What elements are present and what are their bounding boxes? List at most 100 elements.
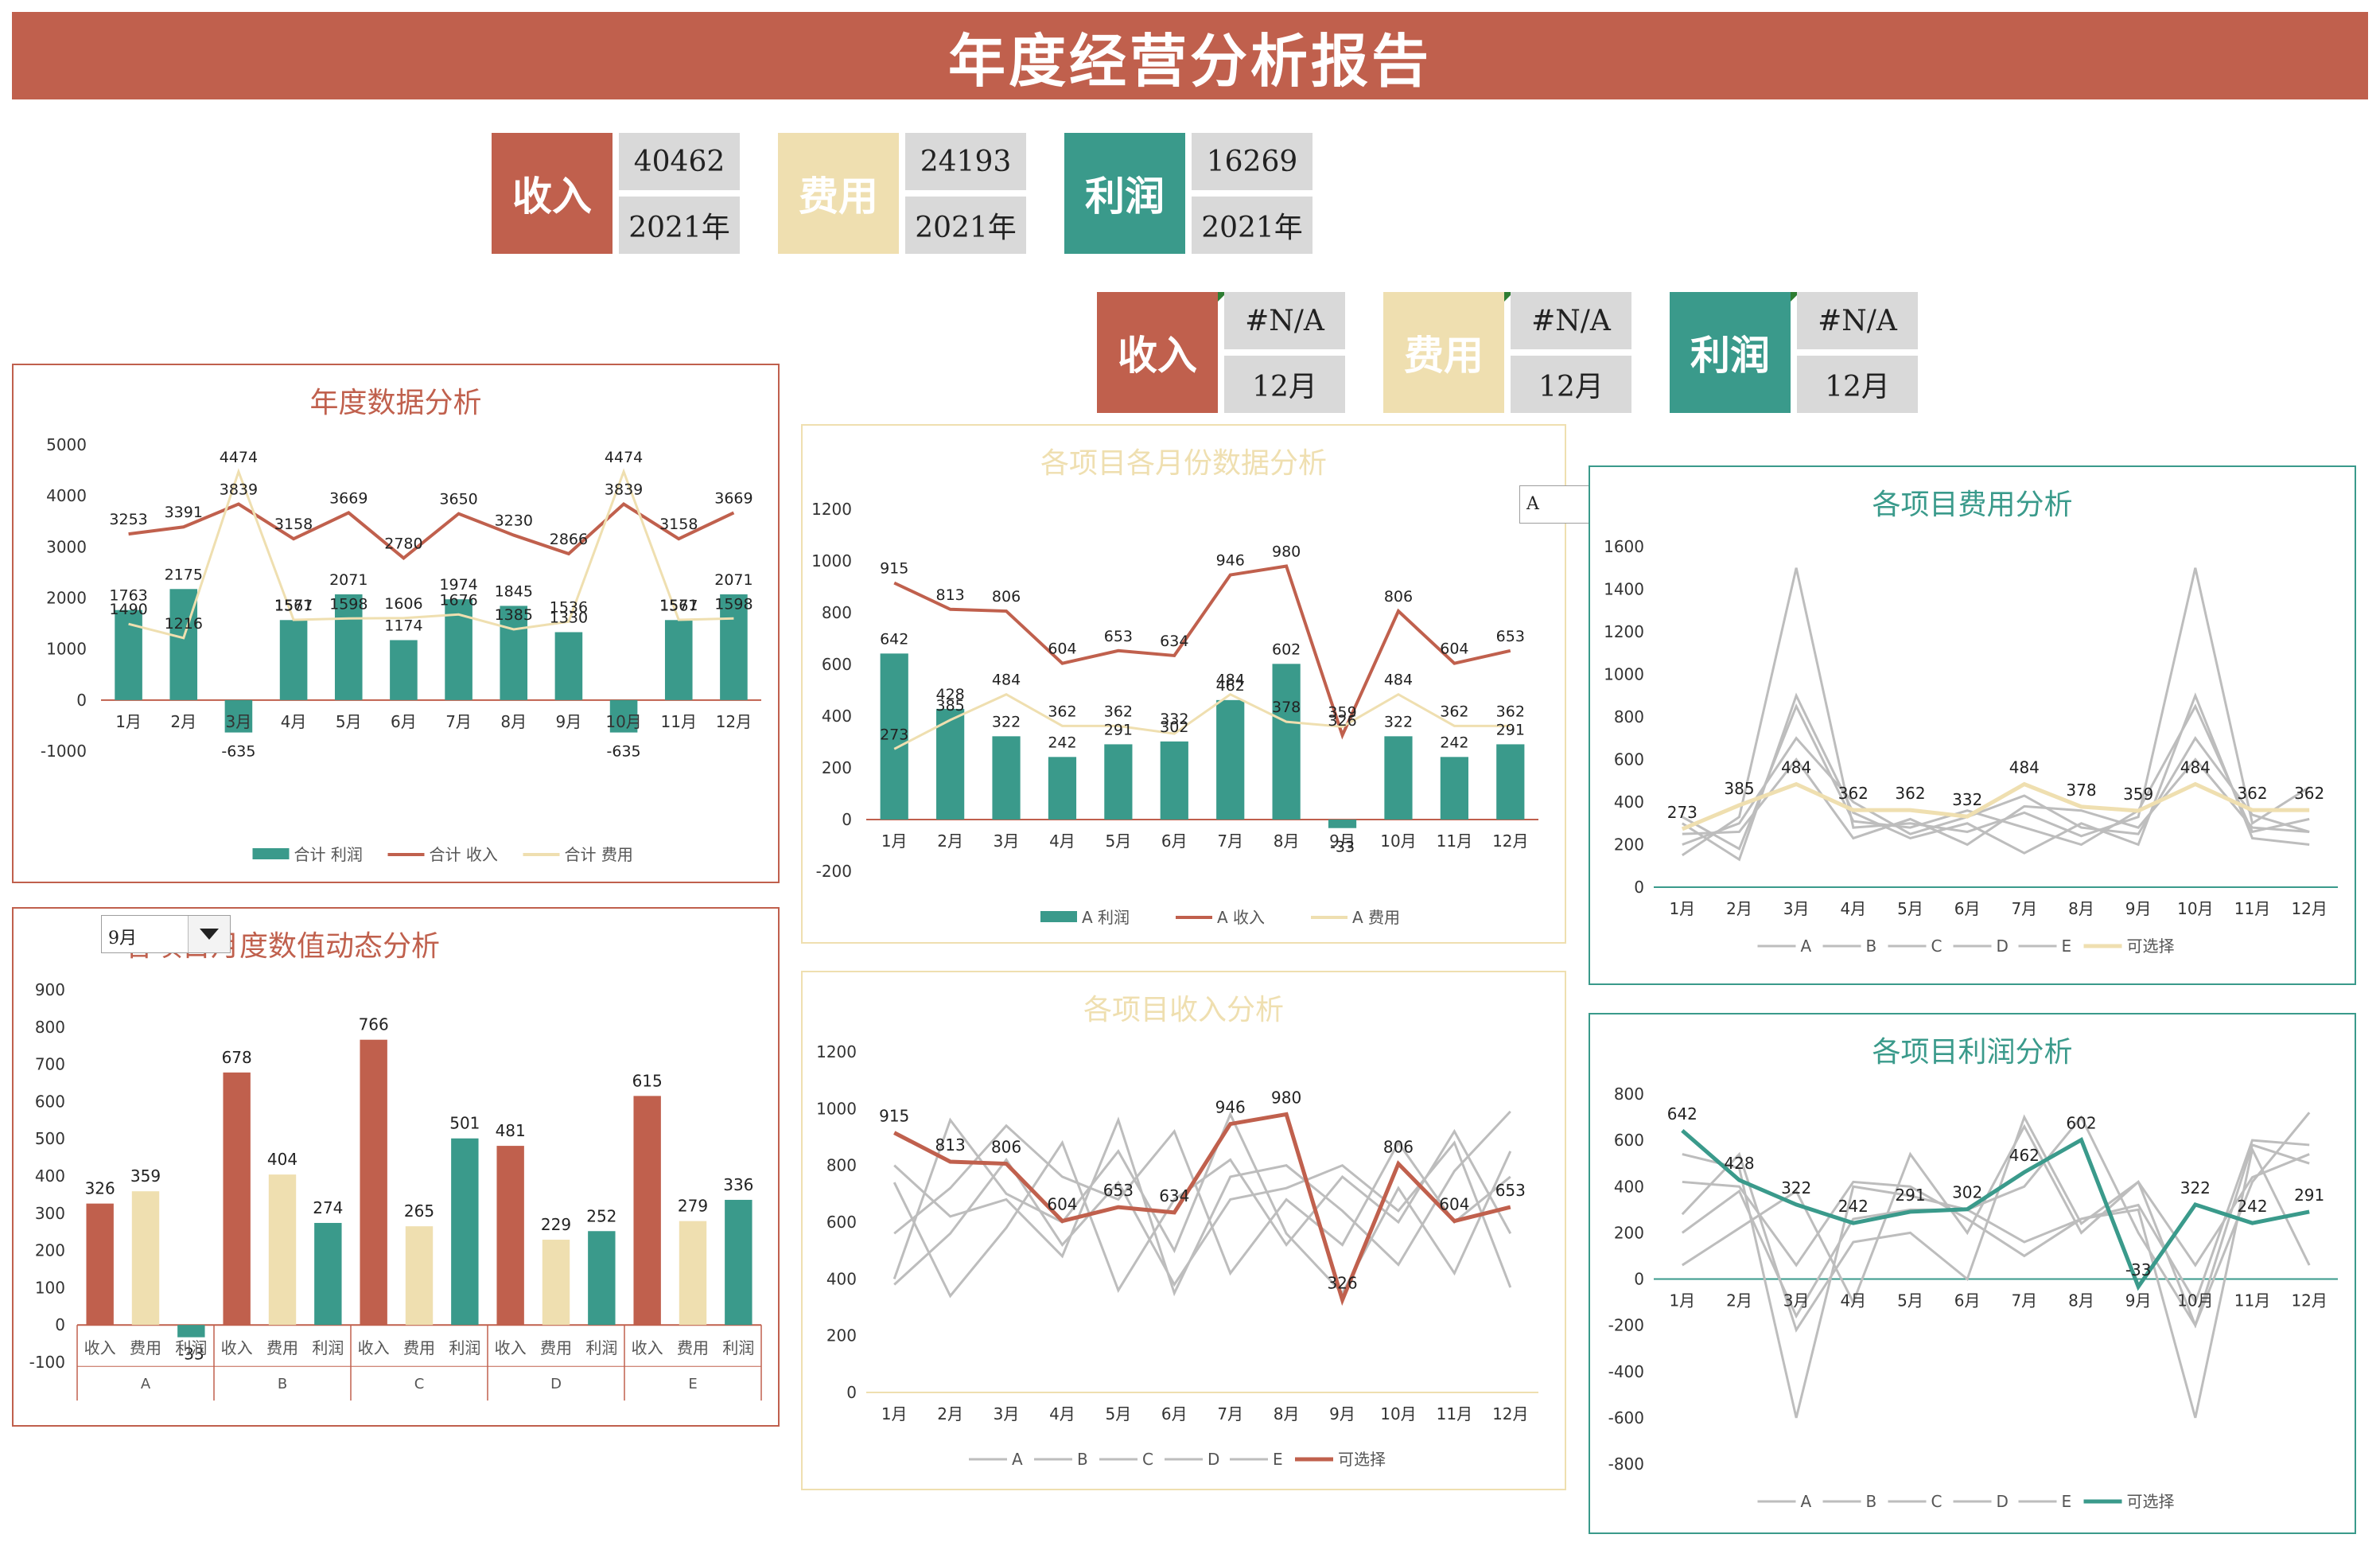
x-tick-label: 收入 (358, 1338, 390, 1357)
line-label: 1571 (659, 597, 698, 614)
bar-label: -33 (1330, 839, 1355, 856)
bar-label: 265 (404, 1201, 434, 1221)
series-line (128, 468, 734, 640)
line-label: 332 (1952, 790, 1982, 809)
series-line (893, 1140, 1512, 1288)
y-tick-label: 4000 (46, 486, 87, 505)
line-label: 326 (1327, 1274, 1357, 1293)
bar-label: 1567 (274, 597, 313, 614)
y-tick-label: 400 (1614, 1177, 1644, 1196)
bar (224, 699, 253, 733)
revenue-chart-panel: 各项目收入分析 0 200 400 600 800 1000 1200 915 813 806 60… (801, 971, 1566, 1490)
x-tick-label: 1月 (881, 1404, 908, 1423)
line-label: 362 (1440, 703, 1468, 720)
y-tick-label: 1400 (1604, 580, 1644, 599)
y-tick-label: 200 (826, 1326, 857, 1345)
bar (588, 1231, 616, 1326)
line-label: 1598 (329, 595, 368, 613)
x-tick-label: 10月 (2177, 1291, 2213, 1310)
legend-label: E (2062, 937, 2072, 956)
x-tick-label: 费用 (540, 1338, 572, 1357)
y-tick-label: -600 (1608, 1408, 1644, 1427)
y-tick-label: 500 (35, 1129, 65, 1148)
bar (542, 1240, 570, 1326)
y-tick-label: 800 (1614, 1085, 1644, 1104)
line-label: 362 (1496, 703, 1525, 720)
bar-label: 229 (541, 1215, 571, 1234)
chevron-down-icon[interactable] (188, 916, 230, 952)
x-tick-label: 12月 (1492, 1404, 1528, 1423)
y-tick-label: 0 (1634, 1270, 1644, 1289)
x-tick-label: 5月 (336, 712, 362, 731)
x-tick-label: 费用 (266, 1338, 298, 1357)
bar-label: 501 (449, 1114, 480, 1133)
line-label: 291 (1895, 1186, 1925, 1205)
y-tick-label: 600 (826, 1213, 857, 1232)
x-tick-label: 1月 (881, 831, 908, 851)
line-label: 604 (1439, 1195, 1469, 1214)
line-label: 604 (1047, 1195, 1077, 1214)
annual-chart-panel: 年度数据分析 -1000 0 1000 2000 3000 4000 5000 1月 2月 3月 4… (12, 364, 780, 883)
series-line (892, 1128, 1512, 1299)
line-label: 3839 (220, 481, 258, 498)
y-tick-label: 600 (1614, 750, 1644, 769)
bar-label: 615 (632, 1071, 663, 1090)
x-tick-label: 9月 (1329, 1404, 1355, 1423)
bar (115, 609, 142, 700)
highlight-line (1681, 781, 2310, 831)
bar-label: 1330 (550, 609, 588, 626)
line-label: 273 (1667, 803, 1698, 822)
y-tick-label: -200 (816, 862, 852, 881)
line-label: 322 (2180, 1178, 2211, 1197)
x-tick-label: 9月 (556, 712, 582, 731)
line-label: 484 (1216, 672, 1245, 689)
kpi-label: 收入 (492, 133, 612, 254)
line-label: 3391 (165, 504, 203, 521)
highlight-line (1681, 1129, 2310, 1291)
kpi-value: #N/A (1511, 292, 1631, 349)
bar (496, 1146, 524, 1326)
kpi-value: 40462 (619, 133, 740, 190)
line-label: 1571 (274, 597, 313, 614)
line-label: 806 (1384, 588, 1413, 606)
y-tick-label: -100 (29, 1353, 65, 1372)
y-tick-label: 1000 (811, 551, 852, 571)
x-tick-label: 11月 (1437, 1404, 1472, 1423)
legend-label: C (1931, 937, 1942, 956)
line-label: 1385 (495, 606, 533, 624)
kpi-label: 费用 (778, 133, 899, 254)
line-label: 332 (1160, 711, 1188, 728)
line-label: 3650 (439, 491, 477, 508)
x-tick-label: 6月 (391, 712, 417, 731)
line-label: 273 (880, 726, 908, 743)
x-tick-label: 3月 (994, 1404, 1020, 1423)
line-label: 1676 (439, 591, 477, 609)
line-label: 359 (2123, 785, 2153, 804)
x-tick-label: 10月 (1380, 1404, 1416, 1423)
line-label: 653 (1495, 1181, 1526, 1200)
line-label: 3839 (605, 481, 643, 498)
y-tick-label: 1200 (811, 500, 852, 519)
line-label: 385 (935, 697, 964, 715)
line-label: 362 (1104, 703, 1133, 720)
bar-label: -635 (607, 743, 641, 761)
x-tick-label: 11月 (2234, 1291, 2270, 1310)
bar (223, 1072, 251, 1326)
group-label: D (550, 1376, 562, 1392)
profit-chart-panel: 各项目利润分析 -800 -600 -400 -200 0 200 400 600 800 642… (1589, 1013, 2356, 1534)
series-line (893, 1110, 1511, 1297)
x-tick-label: 利润 (175, 1338, 207, 1357)
x-tick-label: 费用 (677, 1338, 709, 1357)
x-tick-label: 收入 (495, 1338, 527, 1357)
month-select[interactable]: 9月 (101, 915, 231, 953)
series-line (1682, 1139, 2310, 1306)
line-label: 242 (2237, 1197, 2267, 1216)
bar-label: -635 (221, 743, 255, 761)
line-label: 653 (1103, 1181, 1134, 1200)
x-tick-label: 3月 (226, 712, 252, 731)
line-label: 428 (1724, 1154, 1754, 1173)
bar (86, 1203, 114, 1326)
legend-label: 可选择 (1338, 1450, 1386, 1469)
month-select-value: 9月 (108, 929, 137, 948)
x-tick-label: 8月 (1274, 1404, 1300, 1423)
